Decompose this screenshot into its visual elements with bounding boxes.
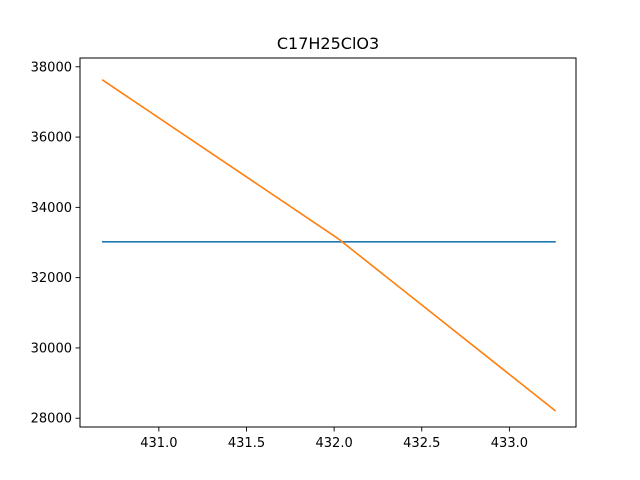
- y-tick-label: 36000: [31, 131, 72, 146]
- x-tick-label: 433.0: [491, 436, 528, 451]
- y-tick-label: 28000: [31, 412, 72, 427]
- x-tick-label: 432.0: [316, 436, 353, 451]
- y-tick-label: 34000: [31, 201, 72, 216]
- series-line-2: [101, 79, 557, 412]
- chart-title: C17H25ClO3: [277, 34, 379, 53]
- x-tick-label: 431.5: [228, 436, 265, 451]
- y-tick-label: 38000: [31, 60, 72, 75]
- axes-frame: [79, 57, 577, 428]
- plot-area: 431.0 431.5 432.0 432.5 433.0 28000 30000 32000…: [31, 57, 577, 451]
- y-tick-label: 32000: [31, 271, 72, 286]
- x-tick-label: 432.5: [403, 436, 440, 451]
- x-tick-label: 431.0: [140, 436, 177, 451]
- y-tick-label: 30000: [31, 341, 72, 356]
